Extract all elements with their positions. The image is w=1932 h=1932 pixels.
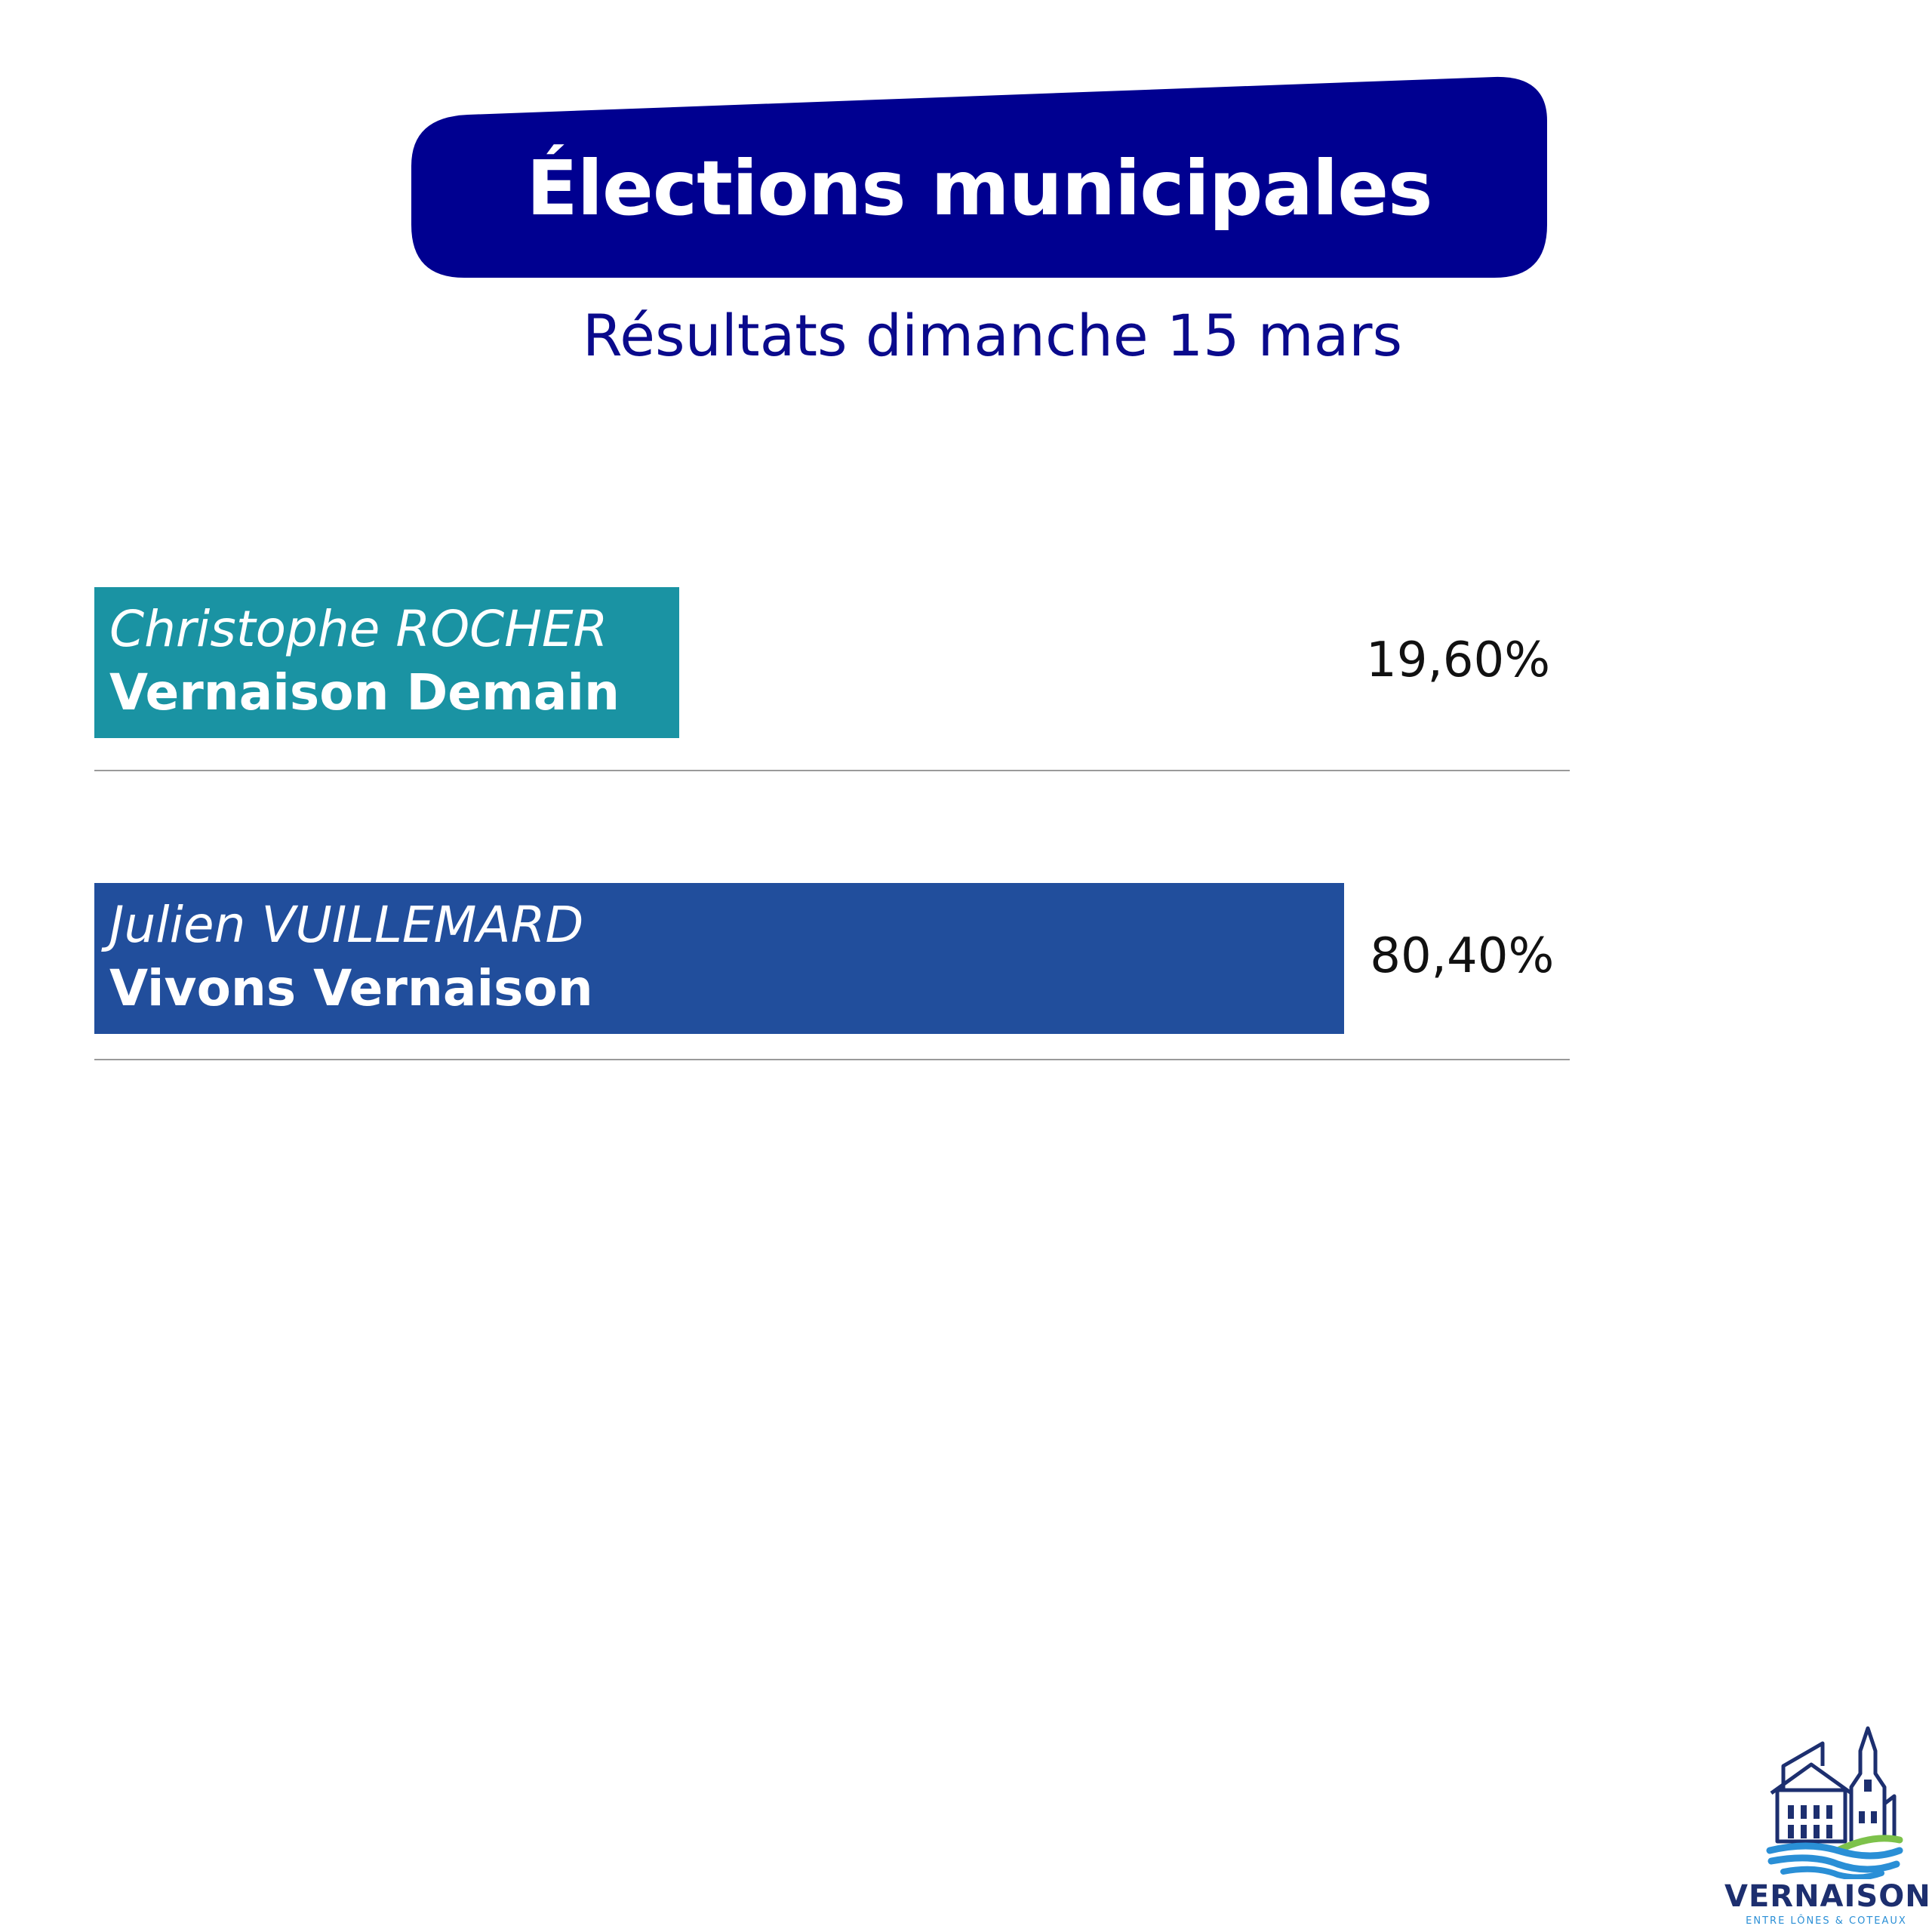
title-banner-fill: [411, 76, 1547, 278]
vernaison-logo: VERNAISON ENTRE LÔNES & COTEAUX: [1724, 1721, 1931, 1932]
results-chart: Christophe ROCHER Vernaison Demain 19,60…: [94, 574, 1570, 1117]
result-row: Christophe ROCHER Vernaison Demain 19,60…: [94, 587, 1570, 783]
bar-labels: Christophe ROCHER Vernaison Demain: [109, 598, 620, 724]
result-bar: Julien VUILLEMARD Vivons Vernaison: [94, 883, 1345, 1034]
candidate-name: Julien VUILLEMARD: [109, 896, 584, 954]
page-subtitle: Résultats dimanche 15 mars: [582, 302, 1403, 369]
title-banner: Élections municipales: [411, 75, 1547, 278]
page-title: Élections municipales: [526, 143, 1432, 232]
logo-tagline: ENTRE LÔNES & COTEAUX: [1746, 1915, 1907, 1927]
village-church-icon: [1766, 1726, 1903, 1879]
result-bar: Christophe ROCHER Vernaison Demain: [94, 587, 679, 738]
list-name: Vernaison Demain: [109, 663, 620, 721]
list-name: Vivons Vernaison: [109, 959, 593, 1017]
row-divider: [94, 1059, 1570, 1060]
logo-name: VERNAISON: [1724, 1879, 1931, 1914]
row-divider: [94, 770, 1570, 771]
title-banner-shape: [411, 76, 1547, 278]
value-label: 80,40%: [1370, 928, 1555, 984]
result-row: Julien VUILLEMARD Vivons Vernaison 80,40…: [94, 883, 1570, 1079]
candidate-name: Christophe ROCHER: [109, 600, 608, 658]
value-label: 19,60%: [1366, 632, 1551, 688]
bar-labels: Julien VUILLEMARD Vivons Vernaison: [109, 894, 593, 1020]
